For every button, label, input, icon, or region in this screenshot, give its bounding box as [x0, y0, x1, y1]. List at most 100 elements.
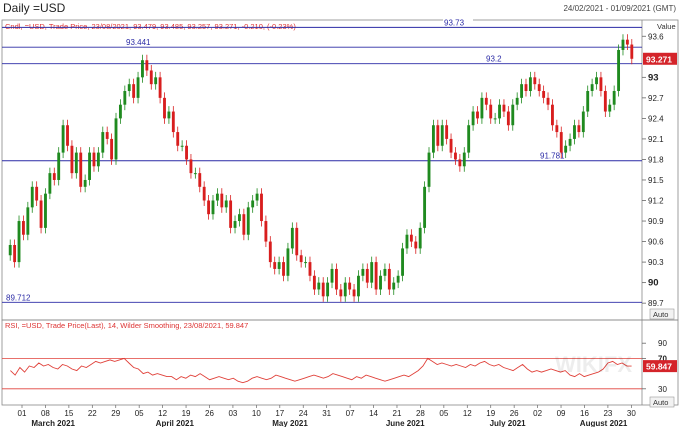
price-tick-label: 91.8: [648, 155, 664, 164]
candle-body: [586, 91, 590, 112]
candle-body: [127, 84, 131, 92]
x-tick-label: 19: [182, 409, 191, 418]
candle-body: [158, 77, 162, 98]
candle-body: [387, 268, 391, 290]
candle-body: [185, 145, 188, 160]
x-month-label: August 2021: [580, 419, 628, 427]
candle-body: [612, 91, 616, 105]
candle-body: [39, 200, 43, 228]
level-label: 93.441: [126, 38, 151, 47]
x-tick-label: 09: [557, 409, 566, 418]
price-tick-label: 89.7: [648, 299, 664, 308]
candle-body: [145, 60, 149, 71]
candle-body: [401, 248, 404, 276]
candle-body: [48, 173, 52, 194]
candle-body: [255, 193, 259, 201]
candle-body: [467, 125, 471, 153]
rsi-legend: RSI, =USD, Trade Price(Last), 14, Wilder…: [5, 321, 248, 330]
candle-body: [546, 97, 550, 105]
candle-body: [242, 214, 246, 235]
candle-body: [458, 159, 462, 167]
price-tick-label: 92.4: [648, 114, 664, 123]
candle-body: [233, 221, 237, 228]
candle-body: [431, 125, 435, 153]
candle-body: [110, 138, 114, 160]
price-tick-label: 90.6: [648, 238, 664, 247]
date-range: 24/02/2021 - 01/09/2021 (GMT): [563, 4, 676, 13]
candle-body: [409, 234, 413, 242]
candle-body: [96, 152, 100, 167]
x-tick-label: 16: [580, 409, 589, 418]
candle-body: [66, 125, 69, 146]
candle-body: [383, 268, 387, 276]
rsi-last-badge: [643, 360, 677, 373]
candle-body: [339, 289, 343, 297]
level-label: 89.712: [6, 293, 31, 302]
candle-body: [608, 104, 612, 112]
candle-body: [83, 179, 87, 187]
candle-body: [123, 91, 127, 105]
candle-body: [193, 173, 197, 175]
x-month-label: May 2021: [272, 419, 308, 427]
x-tick-label: 23: [603, 409, 612, 418]
candle-body: [370, 262, 374, 283]
candle-body: [61, 125, 65, 153]
candle-body: [489, 104, 493, 119]
candle-body: [414, 241, 418, 249]
candle-body: [440, 125, 444, 146]
candle-body: [343, 282, 347, 297]
candle-body: [44, 193, 47, 228]
price-tick-label: 91.2: [648, 197, 664, 206]
candle-body: [502, 104, 506, 112]
candle-body: [132, 84, 136, 98]
candle-body: [630, 44, 634, 59]
price-tick-label: 90.3: [648, 258, 664, 267]
x-month-label: April 2021: [156, 419, 195, 427]
candle-body: [515, 97, 519, 105]
rsi-line: [10, 357, 632, 384]
candle-body: [528, 77, 532, 92]
candle-body: [617, 49, 621, 92]
candle-body: [180, 145, 184, 147]
candle-body: [308, 262, 312, 276]
x-tick-label: 07: [346, 409, 355, 418]
candle-body: [260, 193, 263, 222]
candle-body: [506, 111, 510, 126]
candle-body: [568, 138, 572, 146]
candle-body: [312, 275, 316, 290]
candle-body: [268, 241, 272, 263]
rsi-panel-frame: [1, 319, 679, 406]
candle-body: [493, 118, 497, 120]
auto-button-price-label: Auto: [653, 310, 668, 319]
candle-body: [282, 262, 285, 276]
x-tick-label: 19: [486, 409, 495, 418]
candle-body: [295, 227, 299, 256]
auto-button-rsi-label: Auto: [653, 398, 668, 407]
candle-body: [176, 132, 180, 146]
candle-body: [555, 125, 559, 133]
candle-body: [171, 111, 175, 133]
x-tick-label: 26: [510, 409, 519, 418]
level-label-bg: [539, 151, 569, 160]
candle-body: [101, 132, 105, 153]
candle-body: [118, 104, 122, 119]
candle-body: [379, 275, 382, 290]
price-tick-label: 93.6: [648, 32, 664, 41]
candle-body: [207, 200, 211, 215]
candle-body: [277, 262, 281, 269]
x-tick-label: 31: [322, 409, 331, 418]
candle-body: [52, 173, 56, 180]
candle-body: [524, 84, 528, 92]
candle-body: [352, 289, 356, 297]
x-tick-label: 15: [64, 409, 73, 418]
auto-button-price: [649, 308, 675, 320]
rsi-tick-label: 30: [658, 385, 667, 394]
x-tick-label: 22: [88, 409, 97, 418]
x-tick-label: 03: [228, 409, 237, 418]
candle-body: [8, 244, 12, 256]
candle-body: [149, 70, 153, 85]
candle-body: [163, 97, 166, 119]
candle-body: [462, 152, 466, 167]
